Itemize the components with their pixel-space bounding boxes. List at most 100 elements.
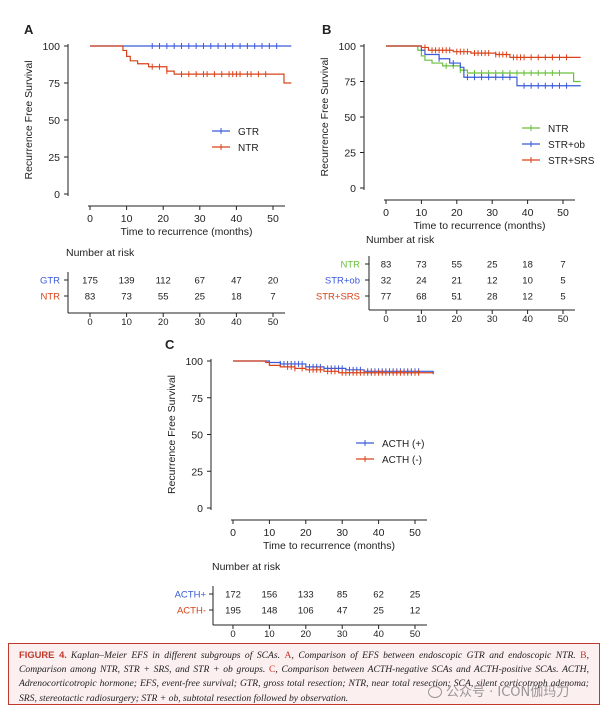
risk-count: 25 (410, 590, 421, 601)
y-tick-label: 25 (48, 152, 60, 164)
risk-count: 12 (522, 292, 533, 303)
risk-axis-tick-label: 40 (522, 314, 533, 325)
risk-axis-tick-label: 50 (558, 314, 569, 325)
y-tick-label: 100 (185, 356, 203, 368)
x-tick-label: 20 (300, 527, 312, 539)
risk-count: 7 (560, 260, 565, 271)
caption-segment: Kaplan–Meier EFS in different subgroups … (70, 650, 285, 661)
risk-count: 83 (85, 292, 96, 303)
x-tick-label: 40 (373, 527, 385, 539)
risk-count: 55 (452, 260, 463, 271)
risk-count: 10 (522, 276, 533, 287)
risk-axis-tick-label: 50 (268, 317, 279, 328)
risk-count: 77 (381, 292, 392, 303)
x-axis-label: Time to recurrence (months) (413, 220, 545, 232)
risk-axis-tick-label: 30 (487, 314, 498, 325)
y-tick-label: 0 (197, 503, 203, 515)
risk-table-title: Number at risk (212, 561, 281, 573)
km-curve-str-ob (386, 45, 581, 87)
risk-count: 28 (487, 292, 498, 303)
risk-count: 106 (298, 606, 314, 617)
risk-axis-tick-label: 0 (87, 317, 92, 328)
watermark: 公众号 · ICON伽玛刀 (428, 681, 569, 700)
wechat-icon (428, 686, 442, 698)
risk-count: 156 (261, 590, 277, 601)
risk-row-label: ACTH- (177, 606, 206, 617)
x-tick-label: 20 (451, 207, 463, 219)
caption-segment: , Comparison between ACTH-negative SCAs … (19, 664, 589, 704)
risk-count: 68 (416, 292, 427, 303)
caption-text: FIGURE 4. Kaplan–Meier EFS in different s… (19, 648, 589, 706)
y-tick-label: 100 (338, 41, 356, 53)
x-tick-label: 10 (416, 207, 428, 219)
risk-count: 12 (410, 606, 421, 617)
risk-count: 133 (298, 590, 314, 601)
x-tick-label: 50 (557, 207, 569, 219)
risk-axis-tick-label: 10 (264, 629, 275, 640)
risk-count: 67 (195, 276, 206, 287)
risk-count: 172 (225, 590, 241, 601)
risk-axis-tick-label: 10 (121, 317, 132, 328)
risk-count: 32 (381, 276, 392, 287)
panel-letter: B (322, 22, 331, 37)
risk-count: 55 (158, 292, 169, 303)
x-axis-label: Time to recurrence (months) (120, 226, 252, 238)
y-tick-label: 50 (344, 112, 356, 124)
x-tick-label: 30 (336, 527, 348, 539)
risk-row-label: STR+SRS (316, 292, 360, 303)
risk-axis-tick-label: 20 (158, 317, 169, 328)
caption-panel-ref: C (268, 664, 276, 676)
x-tick-label: 0 (383, 207, 389, 219)
risk-axis-tick-label: 50 (410, 629, 421, 640)
y-axis-label: Recurrence Free Survival (319, 57, 331, 176)
risk-axis-tick-label: 40 (231, 317, 242, 328)
risk-axis-tick-label: 30 (337, 629, 348, 640)
y-tick-label: 25 (344, 148, 356, 160)
risk-count: 7 (270, 292, 275, 303)
legend-label: STR+SRS (548, 156, 595, 167)
risk-axis-tick-label: 0 (230, 629, 235, 640)
risk-table-title: Number at risk (66, 247, 135, 259)
risk-count: 25 (373, 606, 384, 617)
km-curve-ntr (90, 45, 292, 84)
risk-count: 83 (381, 260, 392, 271)
risk-count: 73 (121, 292, 132, 303)
risk-axis-tick-label: 20 (452, 314, 463, 325)
x-tick-label: 10 (121, 213, 133, 225)
risk-count: 175 (82, 276, 98, 287)
x-axis-label: Time to recurrence (months) (263, 540, 395, 552)
panel-letter: A (24, 22, 34, 37)
risk-row-label: STR+ob (325, 276, 360, 287)
y-tick-label: 100 (42, 41, 60, 53)
risk-row-label: GTR (40, 276, 60, 287)
y-tick-label: 50 (48, 115, 60, 127)
x-tick-label: 10 (264, 527, 276, 539)
risk-count: 18 (231, 292, 242, 303)
risk-count: 5 (560, 292, 565, 303)
x-tick-label: 50 (267, 213, 279, 225)
risk-count: 18 (522, 260, 533, 271)
caption-panel-ref: A (284, 650, 292, 661)
risk-count: 62 (373, 590, 384, 601)
risk-count: 148 (261, 606, 277, 617)
x-tick-label: 0 (230, 527, 236, 539)
risk-count: 85 (337, 590, 348, 601)
x-tick-label: 30 (486, 207, 498, 219)
risk-axis-tick-label: 0 (383, 314, 388, 325)
y-tick-label: 0 (54, 189, 60, 201)
km-curve-str-srs (386, 45, 581, 58)
risk-count: 21 (452, 276, 463, 287)
x-tick-label: 0 (87, 213, 93, 225)
km-curve-ntr (386, 45, 581, 83)
risk-row-label: NTR (40, 292, 60, 303)
x-tick-label: 20 (157, 213, 169, 225)
risk-count: 47 (231, 276, 242, 287)
risk-row-label: NTR (340, 260, 360, 271)
panel-letter: C (165, 337, 175, 352)
risk-axis-tick-label: 40 (373, 629, 384, 640)
x-tick-label: 40 (231, 213, 243, 225)
legend-label: ACTH (-) (382, 455, 422, 466)
